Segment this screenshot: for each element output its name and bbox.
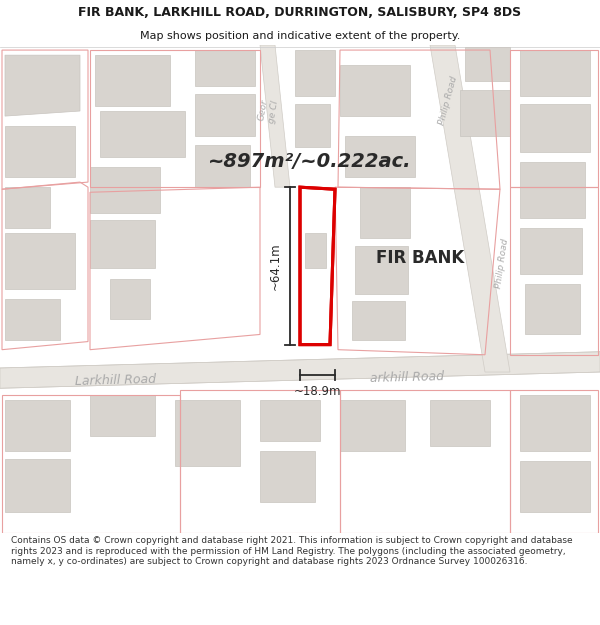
Text: Geor
ge Cl: Geor ge Cl	[256, 98, 280, 124]
Polygon shape	[260, 401, 320, 441]
Text: FIR BANK, LARKHILL ROAD, DURRINGTON, SALISBURY, SP4 8DS: FIR BANK, LARKHILL ROAD, DURRINGTON, SAL…	[79, 6, 521, 19]
Polygon shape	[5, 299, 60, 339]
Text: Contains OS data © Crown copyright and database right 2021. This information is : Contains OS data © Crown copyright and d…	[11, 536, 572, 566]
Polygon shape	[460, 89, 510, 136]
Polygon shape	[100, 111, 185, 157]
Polygon shape	[430, 401, 490, 446]
Polygon shape	[360, 188, 410, 238]
Text: Map shows position and indicative extent of the property.: Map shows position and indicative extent…	[140, 31, 460, 41]
Polygon shape	[0, 352, 600, 388]
Polygon shape	[95, 55, 170, 106]
Polygon shape	[5, 55, 80, 116]
Polygon shape	[90, 396, 155, 436]
Polygon shape	[5, 233, 75, 289]
Polygon shape	[5, 126, 75, 177]
Polygon shape	[520, 228, 582, 274]
Text: ~64.1m: ~64.1m	[269, 242, 282, 290]
Polygon shape	[520, 461, 590, 512]
Polygon shape	[525, 284, 580, 334]
Polygon shape	[430, 45, 510, 372]
Text: Larkhill Road: Larkhill Road	[75, 372, 157, 388]
Polygon shape	[355, 246, 408, 294]
Text: Philip Road: Philip Road	[494, 238, 510, 289]
Text: Philip Road: Philip Road	[437, 76, 459, 126]
Polygon shape	[195, 50, 255, 86]
Polygon shape	[295, 104, 330, 146]
Polygon shape	[5, 188, 50, 228]
Polygon shape	[520, 50, 590, 96]
Polygon shape	[110, 279, 150, 319]
Polygon shape	[195, 144, 250, 188]
Polygon shape	[175, 401, 240, 466]
Polygon shape	[520, 104, 590, 152]
Polygon shape	[345, 136, 415, 177]
Polygon shape	[340, 65, 410, 116]
Polygon shape	[520, 162, 585, 217]
Polygon shape	[465, 47, 510, 81]
Polygon shape	[90, 219, 155, 269]
Text: arkhill Road: arkhill Road	[370, 369, 445, 384]
Polygon shape	[195, 94, 255, 136]
Polygon shape	[305, 233, 326, 269]
Polygon shape	[340, 401, 405, 451]
Text: FIR BANK: FIR BANK	[376, 249, 464, 268]
Polygon shape	[260, 45, 290, 188]
Polygon shape	[5, 459, 70, 512]
Polygon shape	[90, 167, 160, 212]
Polygon shape	[260, 451, 315, 502]
Text: ~897m²/~0.222ac.: ~897m²/~0.222ac.	[208, 152, 412, 171]
Text: ~18.9m: ~18.9m	[294, 385, 341, 398]
Polygon shape	[5, 401, 70, 451]
Polygon shape	[520, 396, 590, 451]
Polygon shape	[295, 50, 335, 96]
Polygon shape	[352, 301, 405, 339]
